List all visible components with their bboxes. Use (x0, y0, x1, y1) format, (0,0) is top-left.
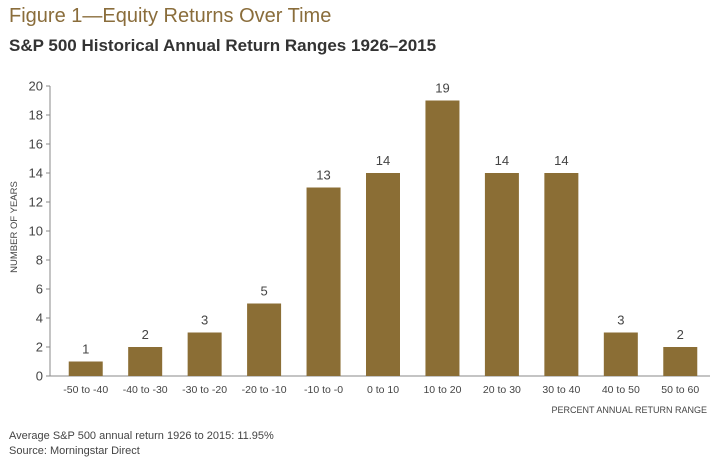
bar-value-label: 2 (677, 327, 684, 342)
x-tick-label: -40 to -30 (123, 384, 168, 396)
y-tick-label: 4 (36, 311, 43, 326)
source-note: Source: Morningstar Direct (9, 445, 140, 457)
average-return-note: Average S&P 500 annual return 1926 to 20… (9, 430, 274, 442)
bar-value-label: 3 (617, 313, 624, 328)
y-axis-label: NUMBER OF YEARS (9, 181, 20, 273)
y-tick-label: 8 (36, 253, 43, 268)
y-tick-label: 20 (29, 79, 43, 94)
x-tick-label: 40 to 50 (602, 384, 640, 396)
y-tick-label: 12 (29, 195, 43, 210)
x-tick-label: 50 to 60 (661, 384, 699, 396)
chart-subtitle: S&P 500 Historical Annual Return Ranges … (9, 36, 437, 55)
bar (544, 173, 579, 376)
bar (247, 303, 282, 376)
y-tick-label: 14 (29, 166, 43, 181)
bar (663, 347, 698, 376)
bar-value-label: 5 (260, 284, 267, 299)
bar (306, 187, 341, 376)
bar-value-label: 14 (495, 153, 509, 168)
bar (484, 173, 519, 376)
bar (187, 332, 222, 376)
figure-title: Figure 1—Equity Returns Over Time (9, 5, 332, 27)
x-tick-label: 20 to 30 (483, 384, 521, 396)
bar-value-label: 13 (316, 168, 330, 183)
x-tick-label: -10 to -0 (304, 384, 343, 396)
y-tick-label: 6 (36, 282, 43, 297)
y-tick-label: 10 (29, 224, 43, 239)
y-tick-label: 18 (29, 108, 43, 123)
bar (366, 173, 400, 376)
x-tick-label: 0 to 10 (367, 384, 399, 396)
bar (128, 347, 163, 376)
bar-value-label: 14 (376, 153, 390, 168)
bar-value-label: 19 (435, 81, 449, 96)
x-axis-label: PERCENT ANNUAL RETURN RANGE (551, 405, 707, 415)
bar (603, 332, 638, 376)
bar-value-label: 14 (554, 153, 568, 168)
y-tick-label: 16 (29, 137, 43, 152)
bar (68, 361, 103, 376)
x-tick-label: 30 to 40 (542, 384, 580, 396)
bar-value-label: 3 (201, 313, 208, 328)
x-tick-label: 10 to 20 (423, 384, 461, 396)
bar (425, 100, 460, 376)
bar-value-label: 1 (82, 342, 89, 357)
bar-chart: 0 2 4 6 8 10 12 14 16 18 20 NUMBER OF YEARS 1 -50 to … (9, 79, 710, 415)
x-tick-label: -50 to -40 (63, 384, 108, 396)
bar-value-label: 2 (142, 327, 149, 342)
y-tick-label: 0 (36, 369, 43, 384)
x-tick-label: -30 to -20 (182, 384, 227, 396)
x-tick-label: -20 to -10 (242, 384, 287, 396)
y-tick-label: 2 (36, 340, 43, 355)
